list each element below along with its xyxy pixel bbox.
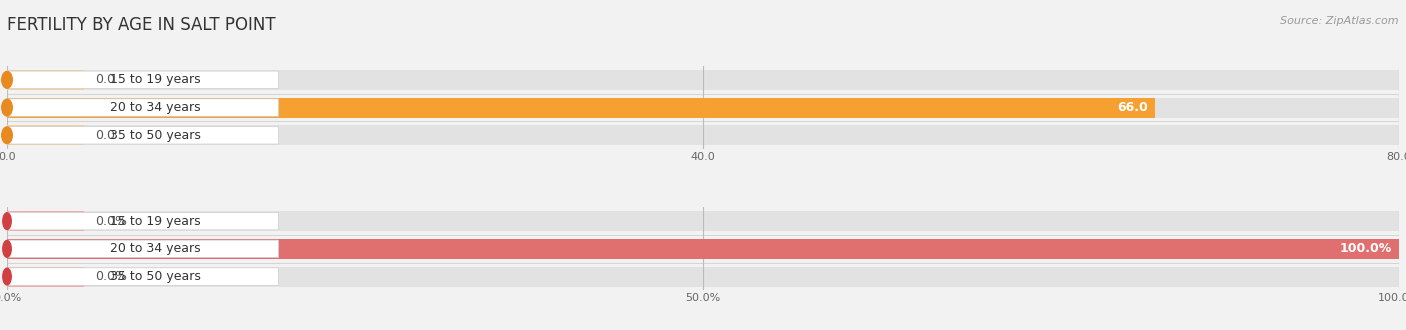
FancyBboxPatch shape (7, 126, 278, 144)
FancyBboxPatch shape (7, 71, 278, 89)
FancyBboxPatch shape (7, 240, 278, 258)
Text: 0.0%: 0.0% (94, 270, 127, 283)
Text: 20 to 34 years: 20 to 34 years (110, 101, 201, 114)
Bar (7, 70, 1399, 90)
Bar (7, 267, 1399, 286)
Circle shape (1, 72, 13, 88)
FancyBboxPatch shape (7, 268, 278, 285)
Text: 15 to 19 years: 15 to 19 years (110, 73, 201, 86)
FancyBboxPatch shape (7, 99, 278, 116)
Circle shape (1, 127, 13, 144)
Bar (7, 239, 1399, 259)
Circle shape (3, 268, 11, 285)
Bar (7, 98, 1156, 117)
Circle shape (3, 213, 11, 230)
Text: 0.0%: 0.0% (94, 214, 127, 228)
Bar (7, 211, 1399, 231)
Text: 35 to 50 years: 35 to 50 years (110, 129, 201, 142)
Bar (7, 125, 83, 145)
Text: FERTILITY BY AGE IN SALT POINT: FERTILITY BY AGE IN SALT POINT (7, 16, 276, 35)
Text: 15 to 19 years: 15 to 19 years (110, 214, 201, 228)
Text: 100.0%: 100.0% (1340, 242, 1392, 255)
Bar (7, 125, 1399, 145)
Text: 20 to 34 years: 20 to 34 years (110, 242, 201, 255)
FancyBboxPatch shape (7, 213, 278, 230)
Text: 0.0: 0.0 (94, 129, 115, 142)
Circle shape (3, 241, 11, 257)
Text: 0.0: 0.0 (94, 73, 115, 86)
Text: 66.0: 66.0 (1118, 101, 1149, 114)
Text: Source: ZipAtlas.com: Source: ZipAtlas.com (1281, 16, 1399, 26)
Bar (7, 267, 83, 286)
Bar (7, 98, 1399, 117)
Text: 35 to 50 years: 35 to 50 years (110, 270, 201, 283)
Bar (7, 239, 1399, 259)
Bar (7, 70, 83, 90)
Bar (7, 211, 83, 231)
Circle shape (1, 99, 13, 116)
